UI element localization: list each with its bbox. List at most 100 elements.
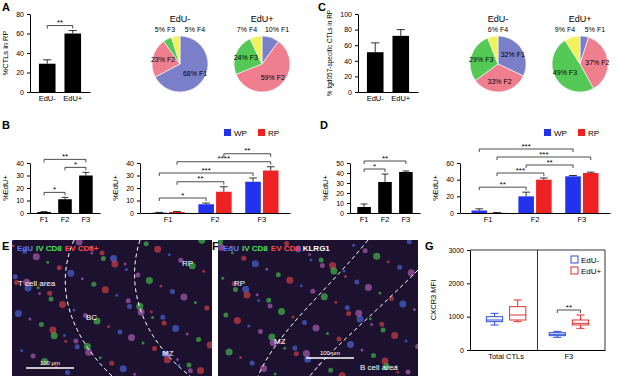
error-bar (83, 172, 90, 175)
y-tick: 0 (20, 89, 30, 96)
cell (197, 367, 204, 374)
y-axis-title: %EdU+ (1, 175, 10, 201)
pie-value-label: 6% (488, 26, 498, 33)
pie-label: 49%F3 (553, 69, 577, 76)
bar-chart: 020406080%CTLs in RPEdU-EdU+** (1, 11, 91, 104)
error-bar (522, 192, 530, 196)
cell (294, 351, 299, 356)
y-tick-mark (347, 203, 350, 204)
y-tick-label: 0 (130, 210, 134, 217)
cell (57, 265, 62, 270)
bar (471, 211, 487, 214)
box-body (549, 333, 565, 336)
cell (186, 332, 189, 335)
y-tick-mark (355, 76, 358, 77)
x-tick-label: EdU- (367, 94, 385, 103)
significance-label: ** (382, 154, 388, 163)
y-tick-mark (137, 163, 140, 164)
y-tick-label: 0 (20, 210, 24, 217)
pie-category-label: F3 (485, 56, 493, 63)
channel-legend: EdUIV CD8EV CD8+ (17, 244, 99, 253)
cell (162, 320, 167, 325)
error-bar (587, 172, 595, 174)
y-tick: 40 (344, 58, 358, 65)
box-median (549, 334, 565, 335)
channel-label: KLRG1 (303, 244, 331, 253)
cell (127, 304, 132, 309)
y-tick: 0 (340, 210, 350, 217)
legend: WPRP (544, 129, 599, 138)
y-tick-mark (347, 193, 350, 194)
y-tick-mark (27, 53, 30, 54)
x-axis-line (31, 213, 101, 214)
error-bar (361, 204, 368, 207)
bar (399, 172, 413, 213)
whisker-cap-low (576, 328, 584, 329)
y-tick-mark (347, 183, 350, 184)
cell (407, 240, 412, 244)
scale-bar (306, 357, 354, 359)
cell (102, 286, 109, 293)
significance-label: ** (57, 18, 63, 27)
pie-value-label: 33% (488, 78, 502, 85)
y-tick-label: 10 (336, 200, 344, 207)
cell (292, 316, 295, 319)
x-tick: F3 (577, 213, 586, 224)
legend-label: EdU+ (581, 267, 602, 276)
cell (128, 334, 135, 341)
cell (302, 320, 307, 325)
y-tick-mark (347, 163, 350, 164)
cell (13, 274, 18, 279)
box-median (572, 323, 588, 324)
y-axis-line (30, 15, 31, 93)
y-tick: 40 (16, 50, 30, 57)
legend: EdU-EdU+ (571, 256, 602, 276)
cell (46, 261, 49, 264)
y-axis-title: % tgd057-specific CTLs in RP (326, 10, 334, 96)
y-tick-label: 1000 (448, 313, 464, 320)
y-tick: 30 (336, 180, 350, 187)
bar (583, 173, 599, 213)
error-bar (69, 31, 77, 34)
x-axis-line (461, 213, 611, 214)
cell (160, 315, 165, 320)
y-tick-label: 0 (348, 89, 352, 96)
cell (260, 365, 267, 372)
channel-label: EdU (17, 244, 33, 253)
pie-category-label: F2 (601, 59, 609, 66)
y-tick: 80 (16, 11, 30, 18)
y-tick: 20 (16, 69, 30, 76)
whisker-high (580, 315, 581, 320)
y-tick: 0 (20, 210, 30, 217)
y-tick: 1000 (448, 313, 470, 320)
error-bar (220, 187, 228, 192)
whisker-cap-low (514, 321, 522, 322)
significance-label: *** (516, 166, 525, 175)
error-bar (41, 211, 48, 212)
y-tick: 0 (348, 89, 358, 96)
y-axis-title: %EdU+ (321, 175, 330, 201)
y-tick: 3000 (448, 247, 470, 254)
y-tick: 60 (344, 42, 358, 49)
y-tick: 40 (16, 160, 30, 167)
cell (256, 293, 259, 296)
y-tick: 30 (126, 172, 140, 179)
panel-label: C (318, 1, 326, 13)
y-axis: 01020304050 (336, 160, 350, 217)
cell (12, 240, 14, 242)
cell (339, 372, 346, 376)
y-tick: 20 (16, 185, 30, 192)
x-tick-label: F3 (257, 215, 266, 224)
bar (216, 192, 232, 213)
y-axis-title: %CTLs in RP (1, 30, 10, 75)
plot-area (37, 172, 92, 213)
y-tick-label: 0 (460, 347, 464, 354)
pie-title: EdU- (488, 14, 509, 24)
y-tick: 60 (16, 30, 30, 37)
pie: EdU-68%F123%F25%F35%F4 (151, 14, 208, 92)
cell (354, 280, 359, 285)
box-body (510, 307, 526, 320)
x-tick-label: F2 (61, 215, 70, 224)
cell (408, 269, 415, 276)
y-tick-mark (355, 45, 358, 46)
